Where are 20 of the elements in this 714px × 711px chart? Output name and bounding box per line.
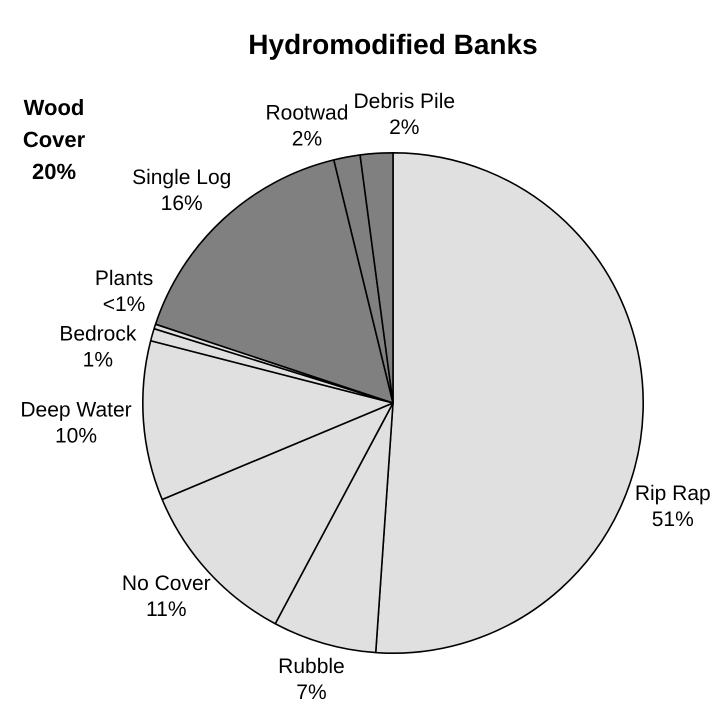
- slice-label: Rip Rap: [634, 482, 711, 506]
- slice-label: No Cover: [122, 572, 211, 595]
- data-label: 2%: [389, 116, 420, 139]
- data-label: 7%: [296, 680, 327, 704]
- slice-label: Plants: [94, 266, 154, 290]
- slice-label: Single Log: [132, 166, 232, 189]
- slice-label: Rubble: [278, 654, 345, 678]
- data-label: 10%: [54, 424, 98, 448]
- slice-label: Rootwad: [266, 101, 348, 124]
- slice-label: Bedrock: [59, 322, 137, 346]
- slice-label: Debris Pile: [354, 90, 456, 113]
- chart-title: Hydromodified Banks: [247, 28, 539, 62]
- data-label: <1%: [102, 292, 146, 316]
- data-label: 16%: [160, 192, 203, 215]
- text: Wood Cover 20%: [22, 94, 86, 186]
- slice-label: Deep Water: [20, 398, 132, 422]
- data-label: 1%: [82, 348, 114, 372]
- data-label: 51%: [652, 508, 694, 532]
- data-label: 2%: [292, 127, 322, 150]
- data-label: 11%: [146, 598, 187, 621]
